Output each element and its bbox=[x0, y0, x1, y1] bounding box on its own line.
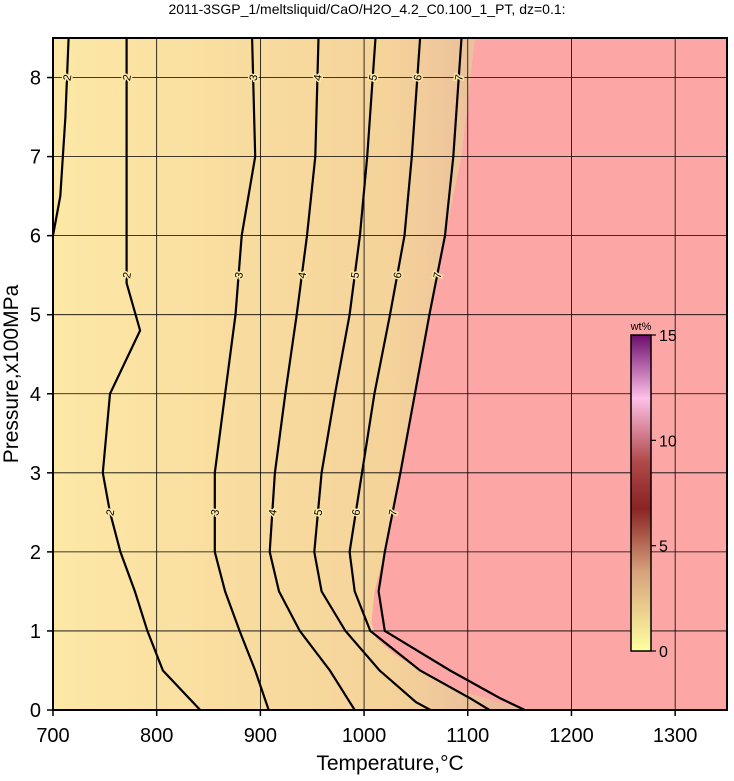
y-tick-label: 2 bbox=[30, 542, 41, 564]
y-tick-label: 7 bbox=[30, 147, 41, 169]
contour-label: 7 bbox=[432, 271, 445, 279]
contour-line bbox=[377, 38, 526, 710]
contour-line bbox=[101, 38, 201, 710]
colorbar-tick-label: 5 bbox=[659, 539, 668, 556]
contour-line bbox=[313, 38, 431, 710]
x-tick-label: 700 bbox=[36, 725, 69, 747]
contour-line bbox=[348, 38, 491, 710]
contour-label: 4 bbox=[267, 508, 280, 516]
x-tick-label: 1200 bbox=[549, 725, 594, 747]
contour-line bbox=[213, 38, 270, 710]
plot-frame bbox=[52, 37, 728, 711]
colorbar-tick-label: 0 bbox=[659, 644, 668, 661]
plot-area: 2 2 2 2 3 3 3 4 4 4 5 5 5 6 6 6 7 7 7 bbox=[53, 38, 727, 710]
colorbar-tick-label: 15 bbox=[659, 328, 677, 345]
contour-label: 5 bbox=[349, 271, 362, 279]
y-axis-label: Pressure,x100MPa bbox=[0, 284, 23, 463]
contour-label: 7 bbox=[453, 74, 466, 82]
contour-label: 2 bbox=[121, 74, 134, 82]
contour-label: 4 bbox=[312, 74, 325, 82]
contour-label: 3 bbox=[248, 74, 261, 82]
x-tick-label: 800 bbox=[140, 725, 173, 747]
contour-label: 5 bbox=[367, 74, 380, 82]
contour-label: 3 bbox=[209, 508, 222, 516]
contour-label: 6 bbox=[412, 74, 425, 82]
contour-label: 3 bbox=[233, 271, 246, 279]
contour-label: 4 bbox=[296, 271, 309, 279]
y-tick-label: 8 bbox=[30, 68, 41, 90]
x-tick-label: 1100 bbox=[446, 725, 489, 747]
x-tick-label: 1300 bbox=[653, 725, 698, 747]
contour-label: 6 bbox=[350, 508, 363, 516]
y-tick-label: 5 bbox=[30, 305, 41, 327]
chart-title: 2011-3SGP_1/meltsliquid/CaO/H2O_4.2_C0.1… bbox=[168, 1, 565, 17]
contour-label: 2 bbox=[121, 271, 134, 279]
contour-label: 5 bbox=[312, 508, 325, 516]
y-tick-label: 0 bbox=[30, 700, 41, 722]
y-tick-label: 3 bbox=[30, 463, 41, 485]
colorbar-tick-label: 10 bbox=[659, 433, 677, 450]
contour-label: 2 bbox=[62, 74, 75, 82]
y-tick-label: 4 bbox=[30, 384, 41, 406]
colorbar-label: wt% bbox=[630, 321, 652, 333]
colorbar bbox=[630, 334, 652, 652]
x-tick-label: 900 bbox=[244, 725, 277, 747]
contour-line bbox=[268, 38, 356, 710]
contour-label: 7 bbox=[387, 508, 400, 516]
contour-label: 2 bbox=[105, 508, 118, 516]
contour-line bbox=[53, 38, 70, 236]
x-axis-label: Temperature,°C bbox=[316, 752, 463, 775]
y-tick-label: 6 bbox=[30, 226, 41, 248]
overlay: 700 800 900 1000 1100 1200 1300 0 1 2 3 4 5 6 7 8 wt% 0 5 1… bbox=[30, 37, 728, 747]
x-tick-label: 1000 bbox=[342, 725, 387, 747]
contour-label: 6 bbox=[392, 271, 405, 279]
y-tick-label: 1 bbox=[30, 621, 41, 643]
